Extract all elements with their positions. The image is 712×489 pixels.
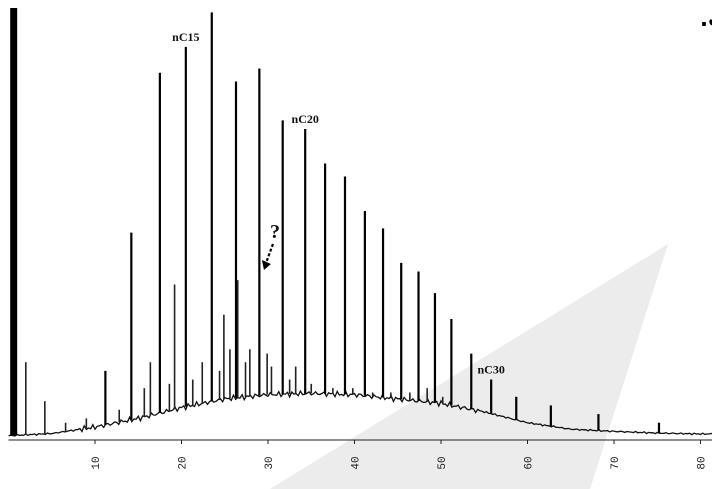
x-tick-label: 40 [351, 456, 363, 469]
x-tick-label: 80 [697, 456, 709, 469]
question-mark-label: ? [270, 221, 280, 243]
peak-label: nC15 [172, 30, 199, 44]
x-tick-label: 50 [437, 456, 449, 469]
peak-label: nC30 [477, 363, 504, 377]
marker-arrow-shaft [263, 243, 274, 267]
baseline-hump [8, 389, 712, 437]
baseline-hump-line [8, 389, 712, 437]
peak-labels: nC15 nC20 nC30 [172, 30, 505, 377]
peak-label: nC20 [292, 112, 319, 126]
marker-arrow-head [261, 260, 271, 270]
x-tick-label: 30 [264, 456, 276, 469]
watermark-triangle [270, 244, 668, 489]
peak-series [10, 8, 661, 436]
unknown-peak-marker: ? [261, 221, 280, 270]
question-caption: ........... اتم کربن است. [700, 7, 712, 31]
x-tick-label: 20 [178, 456, 190, 469]
x-axis: 10 20 30 40 50 60 70 80 [8, 439, 712, 470]
x-tick-label: 60 [524, 456, 536, 469]
x-tick-label: 70 [610, 456, 622, 469]
x-tick-label: 10 [91, 456, 103, 469]
